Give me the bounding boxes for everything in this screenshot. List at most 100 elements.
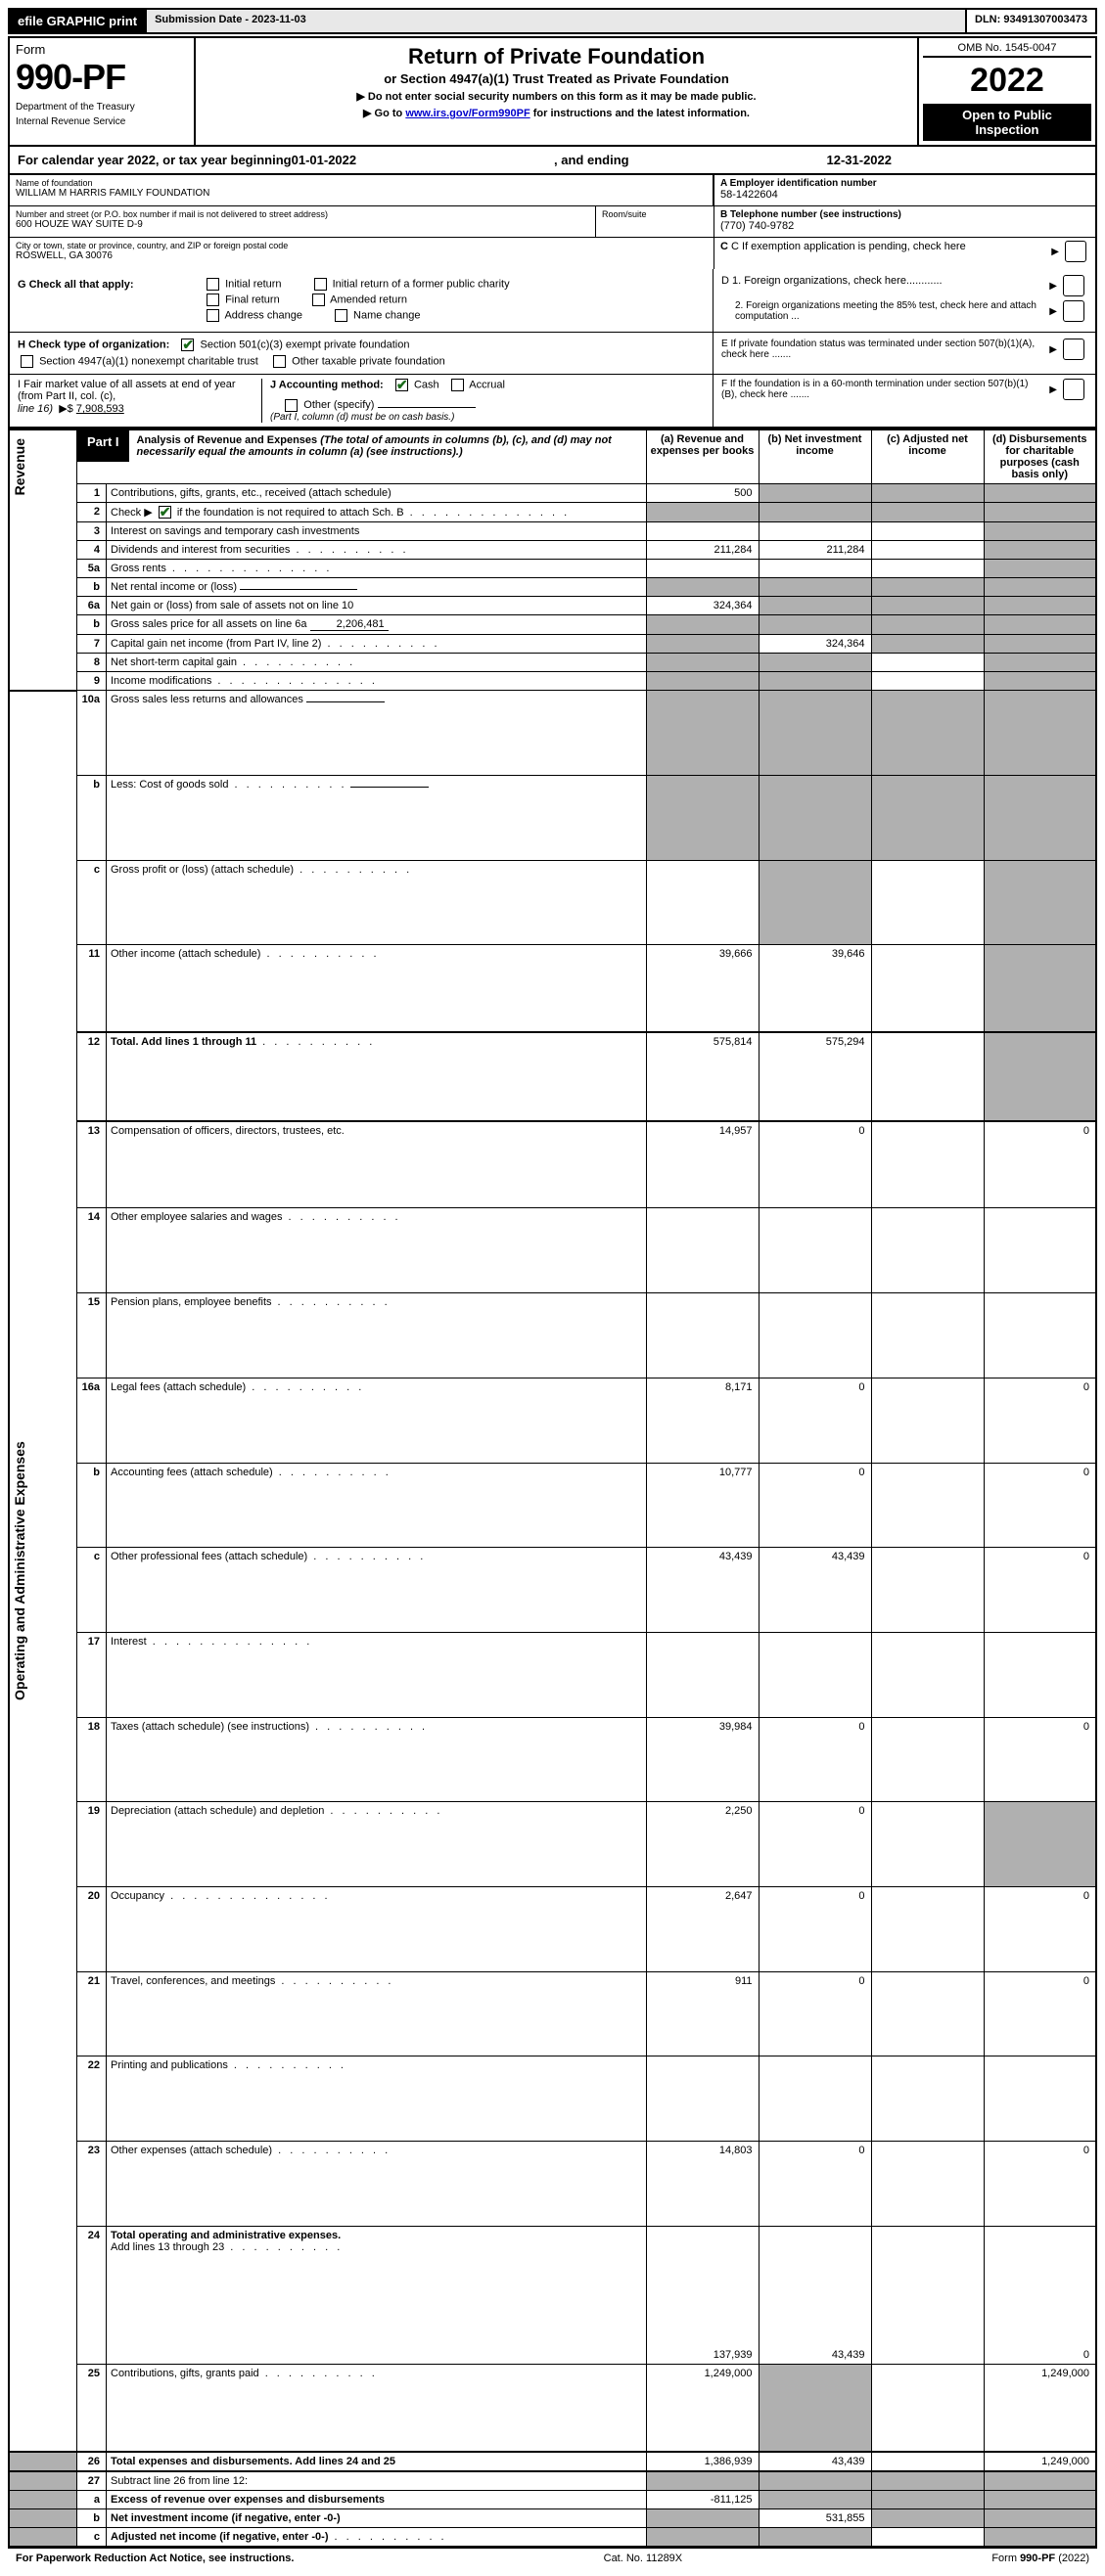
d2-checkbox[interactable] bbox=[1063, 300, 1084, 322]
section-f-label: F If the foundation is in a 60-month ter… bbox=[721, 379, 1043, 400]
page-footer: For Paperwork Reduction Act Notice, see … bbox=[8, 2548, 1097, 2568]
table-row: cGross profit or (loss) (attach schedule… bbox=[9, 860, 1096, 945]
table-row: bGross sales price for all assets on lin… bbox=[9, 615, 1096, 635]
submission-date: Submission Date - 2023-11-03 bbox=[145, 10, 967, 32]
city-state-zip: ROSWELL, GA 30076 bbox=[16, 250, 708, 261]
table-row: aExcess of revenue over expenses and dis… bbox=[9, 2490, 1096, 2508]
table-row: 25Contributions, gifts, grants paid1,249… bbox=[9, 2365, 1096, 2452]
efile-label: efile GRAPHIC print bbox=[10, 10, 145, 32]
foundation-info: Name of foundation WILLIAM M HARRIS FAMI… bbox=[8, 175, 1097, 269]
arrow-icon bbox=[1049, 305, 1057, 317]
sch-b-checkbox[interactable] bbox=[159, 506, 171, 519]
gross-sales-6a: 2,206,481 bbox=[310, 618, 389, 631]
section-i-label: I Fair market value of all assets at end… bbox=[18, 379, 255, 402]
phone-label: B Telephone number (see instructions) bbox=[720, 209, 1089, 220]
table-row: 8Net short-term capital gain bbox=[9, 654, 1096, 672]
catalog-number: Cat. No. 11289X bbox=[604, 2553, 683, 2564]
amended-return-checkbox[interactable] bbox=[312, 294, 325, 306]
table-row: 22Printing and publications bbox=[9, 2056, 1096, 2142]
501c3-checkbox[interactable] bbox=[181, 339, 194, 351]
form-title: Return of Private Foundation bbox=[202, 44, 911, 69]
table-row: 24Total operating and administrative exp… bbox=[9, 2226, 1096, 2364]
paperwork-notice: For Paperwork Reduction Act Notice, see … bbox=[16, 2553, 294, 2564]
form-ref: Form 990-PF (2022) bbox=[991, 2553, 1089, 2564]
ein: 58-1422604 bbox=[720, 189, 1089, 201]
table-row: bAccounting fees (attach schedule)10,777… bbox=[9, 1463, 1096, 1548]
d1-checkbox[interactable] bbox=[1063, 275, 1084, 296]
section-c-label: C C If exemption application is pending,… bbox=[720, 241, 1045, 252]
table-row: 5aGross rents bbox=[9, 560, 1096, 578]
table-row: bNet investment income (if negative, ent… bbox=[9, 2508, 1096, 2527]
cash-checkbox[interactable] bbox=[395, 379, 408, 391]
gross-sales-input[interactable] bbox=[306, 701, 385, 702]
table-row: 23Other expenses (attach schedule)14,803… bbox=[9, 2142, 1096, 2227]
net-rental-input[interactable] bbox=[240, 589, 357, 590]
4947-checkbox[interactable] bbox=[21, 355, 33, 368]
form-note-1: ▶ Do not enter social security numbers o… bbox=[202, 90, 911, 103]
section-f-checkbox[interactable] bbox=[1063, 379, 1084, 400]
initial-public-charity-checkbox[interactable] bbox=[314, 278, 327, 291]
address: 600 HOUZE WAY SUITE D-9 bbox=[16, 219, 589, 230]
arrow-icon bbox=[1049, 343, 1057, 355]
final-return-checkbox[interactable] bbox=[207, 294, 219, 306]
fmv-value: 7,908,593 bbox=[76, 403, 124, 415]
table-row: 20Occupancy2,64700 bbox=[9, 1886, 1096, 1971]
open-inspection: Open to Public Inspection bbox=[923, 104, 1091, 141]
phone: (770) 740-9782 bbox=[720, 220, 1089, 232]
other-taxable-checkbox[interactable] bbox=[273, 355, 286, 368]
table-row: Operating and Administrative Expenses 10… bbox=[9, 691, 1096, 776]
room-label: Room/suite bbox=[602, 209, 708, 219]
revenue-label: Revenue bbox=[10, 430, 29, 503]
part-1-table: Revenue Part I Analysis of Revenue and E… bbox=[8, 429, 1097, 2548]
table-row: 3Interest on savings and temporary cash … bbox=[9, 522, 1096, 541]
table-row: cOther professional fees (attach schedul… bbox=[9, 1548, 1096, 1633]
table-row: 27Subtract line 26 from line 12: bbox=[9, 2471, 1096, 2491]
dln: DLN: 93491307003473 bbox=[967, 10, 1095, 32]
expenses-label: Operating and Administrative Expenses bbox=[10, 692, 29, 2451]
table-row: 26Total expenses and disbursements. Add … bbox=[9, 2452, 1096, 2471]
other-method-input[interactable] bbox=[378, 394, 476, 408]
form-number: 990-PF bbox=[16, 57, 188, 98]
table-row: 17Interest bbox=[9, 1632, 1096, 1717]
dept-irs: Internal Revenue Service bbox=[16, 116, 188, 127]
table-row: cAdjusted net income (if negative, enter… bbox=[9, 2527, 1096, 2547]
section-g-label: G Check all that apply: bbox=[18, 279, 174, 291]
table-row: 13Compensation of officers, directors, t… bbox=[9, 1121, 1096, 1208]
ein-label: A Employer identification number bbox=[720, 178, 1089, 189]
table-row: 11Other income (attach schedule)39,66639… bbox=[9, 945, 1096, 1032]
tax-year: 2022 bbox=[923, 62, 1091, 100]
city-label: City or town, state or province, country… bbox=[16, 241, 708, 250]
section-d2: 2. Foreign organizations meeting the 85%… bbox=[721, 300, 1043, 322]
arrow-icon bbox=[1051, 246, 1059, 257]
table-row: 7Capital gain net income (from Part IV, … bbox=[9, 635, 1096, 654]
calendar-year-row: For calendar year 2022, or tax year begi… bbox=[8, 147, 1097, 175]
section-d1: D 1. Foreign organizations, check here..… bbox=[721, 275, 1043, 287]
name-change-checkbox[interactable] bbox=[335, 309, 347, 322]
section-j-label: J Accounting method: bbox=[270, 379, 384, 390]
col-a-header: (a) Revenue and expenses per books bbox=[646, 429, 759, 484]
address-change-checkbox[interactable] bbox=[207, 309, 219, 322]
col-c-header: (c) Adjusted net income bbox=[871, 429, 984, 484]
dept-treasury: Department of the Treasury bbox=[16, 102, 188, 113]
section-e-label: E If private foundation status was termi… bbox=[721, 339, 1043, 360]
initial-return-checkbox[interactable] bbox=[207, 278, 219, 291]
irs-link[interactable]: www.irs.gov/Form990PF bbox=[405, 108, 529, 119]
table-row: 18Taxes (attach schedule) (see instructi… bbox=[9, 1717, 1096, 1802]
part-1-title: Analysis of Revenue and Expenses bbox=[137, 434, 318, 446]
section-j-note: (Part I, column (d) must be on cash basi… bbox=[270, 412, 705, 423]
table-row: 6aNet gain or (loss) from sale of assets… bbox=[9, 597, 1096, 615]
cogs-input[interactable] bbox=[350, 787, 429, 788]
table-row: 15Pension plans, employee benefits bbox=[9, 1293, 1096, 1378]
section-c-checkbox[interactable] bbox=[1065, 241, 1086, 262]
accrual-checkbox[interactable] bbox=[451, 379, 464, 391]
table-row: 16aLegal fees (attach schedule)8,17100 bbox=[9, 1378, 1096, 1463]
col-b-header: (b) Net investment income bbox=[759, 429, 871, 484]
form-subtitle: or Section 4947(a)(1) Trust Treated as P… bbox=[202, 71, 911, 86]
arrow-icon bbox=[1049, 384, 1057, 395]
section-e-checkbox[interactable] bbox=[1063, 339, 1084, 360]
name-label: Name of foundation bbox=[16, 178, 707, 188]
col-d-header: (d) Disbursements for charitable purpose… bbox=[984, 429, 1096, 484]
other-method-checkbox[interactable] bbox=[285, 399, 298, 412]
tax-year-begin: 01-01-2022 bbox=[292, 153, 357, 167]
form-header: Form 990-PF Department of the Treasury I… bbox=[8, 36, 1097, 147]
